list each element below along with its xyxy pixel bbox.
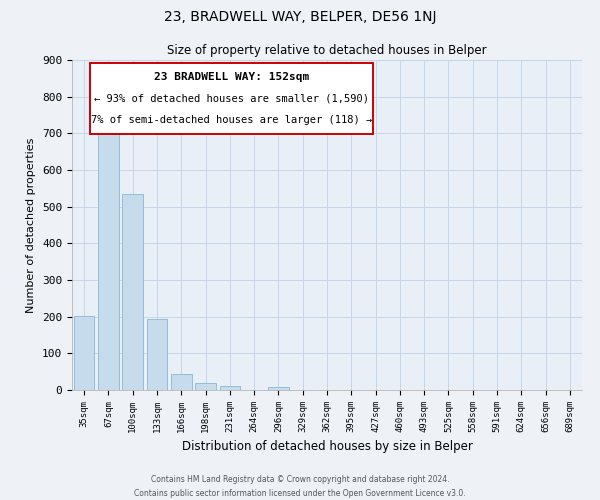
FancyBboxPatch shape (90, 64, 373, 134)
Bar (195, 384, 216, 390)
Bar (171, 374, 191, 390)
Bar (268, 388, 289, 390)
Title: Size of property relative to detached houses in Belper: Size of property relative to detached ho… (167, 44, 487, 58)
Text: 23, BRADWELL WAY, BELPER, DE56 1NJ: 23, BRADWELL WAY, BELPER, DE56 1NJ (164, 10, 436, 24)
Text: Contains HM Land Registry data © Crown copyright and database right 2024.
Contai: Contains HM Land Registry data © Crown c… (134, 476, 466, 498)
Bar (122, 194, 143, 390)
Bar (146, 319, 167, 390)
X-axis label: Distribution of detached houses by size in Belper: Distribution of detached houses by size … (182, 440, 472, 454)
Text: ← 93% of detached houses are smaller (1,590): ← 93% of detached houses are smaller (1,… (94, 93, 369, 103)
Y-axis label: Number of detached properties: Number of detached properties (26, 138, 37, 312)
Text: 23 BRADWELL WAY: 152sqm: 23 BRADWELL WAY: 152sqm (154, 72, 309, 82)
Bar (74, 316, 94, 390)
Bar (98, 130, 119, 390)
Bar (220, 386, 240, 390)
Text: 7% of semi-detached houses are larger (118) →: 7% of semi-detached houses are larger (1… (91, 114, 372, 124)
